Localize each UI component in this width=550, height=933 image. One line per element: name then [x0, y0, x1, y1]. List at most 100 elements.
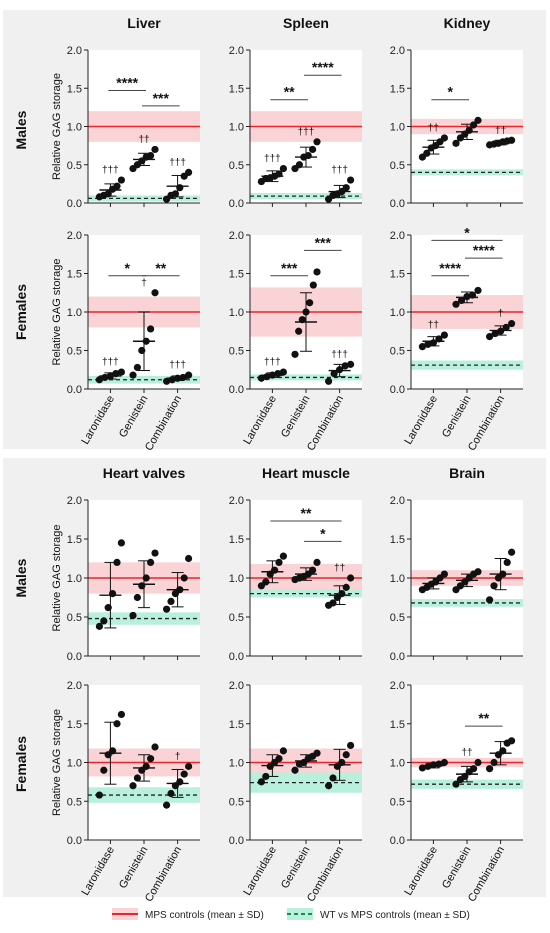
data-point	[347, 741, 355, 750]
y-tick-label: 1.5	[390, 534, 405, 546]
data-point	[257, 374, 265, 382]
y-axis-label: Relative GAG storage	[51, 259, 63, 366]
y-tick-label: 0.5	[390, 612, 405, 624]
series-laronidase: ††	[418, 320, 448, 351]
y-tick-label: 1.5	[390, 83, 405, 95]
y-tick-label: 0.5	[67, 796, 82, 808]
panel-title: Heart valves	[103, 465, 186, 481]
y-tick-label: 1.0	[67, 573, 82, 585]
panel-title: Liver	[127, 15, 161, 31]
data-point	[129, 782, 137, 790]
y-tick-label: 2.0	[67, 45, 82, 57]
data-point	[180, 574, 188, 582]
series-genistein: ††	[452, 748, 482, 788]
data-point	[452, 780, 460, 788]
data-point	[291, 350, 299, 358]
y-tick-label: 2.0	[229, 230, 244, 242]
comparison-label: ****	[439, 260, 461, 276]
data-point	[474, 116, 482, 124]
data-point	[490, 582, 498, 590]
data-point	[474, 758, 482, 767]
data-point	[440, 570, 448, 578]
data-point	[262, 578, 270, 586]
y-tick-label: 0.0	[229, 651, 244, 663]
data-point	[185, 371, 193, 379]
series-combination: †	[163, 751, 193, 809]
comparison-label: ***	[315, 234, 332, 250]
data-point	[95, 622, 103, 630]
y-tick-label: 0.0	[229, 835, 244, 847]
data-point	[117, 710, 125, 719]
series-genistein	[452, 286, 482, 308]
significance-dagger: †††	[331, 165, 348, 176]
y-tick-label: 2.0	[67, 495, 82, 507]
data-point	[486, 765, 494, 773]
data-point	[163, 377, 171, 385]
row-label-2: Males	[13, 558, 29, 597]
significance-dagger: ††	[428, 123, 439, 134]
panel-title: Brain	[449, 465, 485, 481]
data-point	[313, 268, 321, 276]
y-tick-label: 1.5	[390, 269, 405, 281]
data-point	[486, 596, 494, 604]
y-tick-label: 0.5	[390, 796, 405, 808]
series-combination	[486, 737, 516, 773]
y-tick-label: 1.5	[390, 719, 405, 731]
comparison-label: *	[124, 260, 130, 276]
data-point	[100, 766, 108, 774]
significance-dagger: ††	[495, 125, 506, 136]
comparison-label: **	[155, 260, 166, 276]
y-tick-label: 0.0	[67, 384, 82, 396]
data-point	[440, 331, 448, 339]
series-combination: †††	[163, 360, 193, 385]
significance-dagger: †††	[331, 349, 348, 360]
data-point	[474, 286, 482, 295]
data-point	[133, 774, 141, 782]
data-point	[503, 558, 511, 567]
data-point	[279, 368, 287, 376]
significance-dagger: †††	[102, 357, 119, 368]
data-point	[129, 371, 137, 379]
y-tick-label: 1.0	[390, 122, 405, 134]
data-point	[279, 552, 287, 560]
data-point	[185, 554, 193, 563]
series-combination	[325, 741, 355, 790]
data-point	[423, 149, 431, 157]
data-point	[474, 568, 482, 576]
data-point	[347, 176, 355, 184]
series-laronidase	[418, 570, 448, 594]
comparison-label: *	[464, 224, 470, 240]
legend: MPS controls (mean ± SD) WT vs MPS contr…	[112, 908, 470, 921]
data-point	[147, 558, 155, 567]
series-genistein: †††	[291, 127, 321, 173]
data-point	[167, 597, 175, 606]
comparison-label: ****	[473, 242, 495, 258]
series-laronidase: †††	[95, 165, 125, 201]
y-tick-label: 2.0	[229, 495, 244, 507]
series-combination	[486, 548, 516, 604]
series-combination: †††	[325, 165, 355, 203]
data-point	[117, 368, 125, 376]
y-tick-label: 1.0	[229, 573, 244, 585]
data-point	[147, 325, 155, 333]
data-point	[508, 737, 516, 745]
y-tick-label: 0.5	[229, 612, 244, 624]
y-tick-label: 0.0	[229, 198, 244, 210]
series-genistein	[129, 743, 159, 790]
y-tick-label: 1.5	[67, 83, 82, 95]
comparison-label: **	[284, 84, 295, 100]
series-laronidase: †††	[257, 154, 287, 186]
significance-dagger: ††	[138, 134, 149, 145]
y-axis-label: Relative GAG storage	[51, 709, 63, 816]
data-point	[508, 548, 516, 556]
data-point	[470, 121, 478, 129]
data-point	[508, 319, 516, 328]
data-point	[486, 333, 494, 341]
series-combination: †	[486, 309, 516, 341]
significance-dagger: †††	[264, 357, 281, 368]
y-tick-label: 1.0	[67, 758, 82, 770]
y-tick-label: 1.5	[67, 534, 82, 546]
significance-dagger: †††	[169, 360, 186, 371]
